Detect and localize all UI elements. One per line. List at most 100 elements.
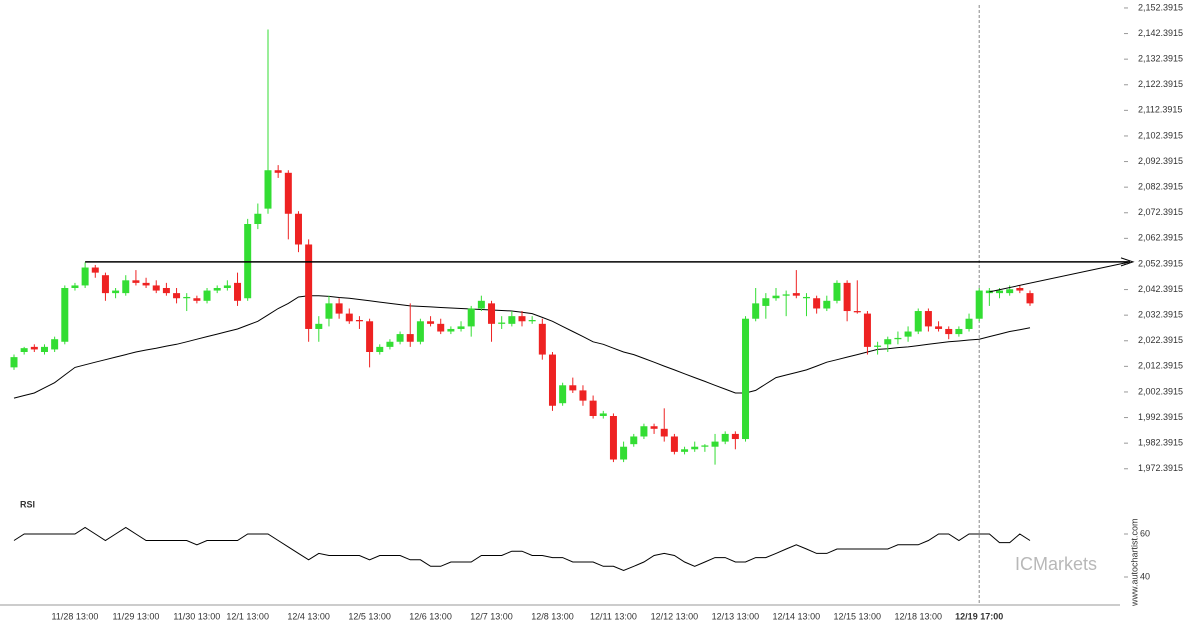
y-tick-label: 2,092.3915 [1138, 156, 1183, 166]
x-tick-label: 11/30 13:00 [173, 611, 220, 621]
candle-body [599, 413, 607, 416]
candle-body [81, 267, 89, 286]
y-tick-label: 1,982.3915 [1138, 438, 1183, 448]
candle-body [152, 285, 160, 291]
candle-body [223, 285, 231, 288]
candle-body [924, 311, 932, 327]
candle-body [681, 449, 689, 452]
y-tick-label: 2,042.3915 [1138, 284, 1183, 294]
y-tick-label: 2,022.3915 [1138, 335, 1183, 345]
candle-body [366, 321, 374, 352]
candle-body [640, 426, 648, 437]
x-tick-label: 12/7 13:00 [470, 611, 513, 621]
candle-body [1016, 288, 1024, 291]
candle-body [315, 323, 323, 329]
y-tick-label: 2,052.3915 [1138, 258, 1183, 268]
candle-body [376, 346, 384, 352]
candle-body [10, 357, 18, 368]
candle-body [914, 311, 922, 332]
y-tick-label: 2,132.3915 [1138, 54, 1183, 64]
candle-body [447, 328, 455, 332]
candle-body [579, 390, 587, 401]
candle-body [203, 290, 211, 301]
candle-body [975, 290, 983, 319]
candle-body [254, 213, 262, 224]
candle-body [30, 346, 38, 350]
candle-body [843, 282, 851, 312]
y-tick-label: 2,032.3915 [1138, 310, 1183, 320]
candle-body [355, 320, 363, 322]
candle-body [762, 298, 770, 306]
candle-body [752, 303, 760, 319]
x-tick-label: 12/5 13:00 [348, 611, 391, 621]
candle-body [833, 282, 841, 301]
candle-body [234, 282, 242, 301]
candle-body [538, 323, 546, 355]
candle-body [813, 298, 821, 309]
brand-watermark: ICMarkets [1015, 554, 1097, 574]
candle-body [742, 318, 750, 440]
candle-body [386, 341, 394, 347]
candle-body [518, 316, 526, 322]
candle-body [396, 334, 404, 342]
candle-body [904, 331, 912, 337]
candle-body [620, 446, 628, 460]
candle-body [508, 316, 516, 324]
x-tick-label: 12/13 13:00 [712, 611, 760, 621]
candle-body [457, 326, 465, 329]
candle-body [101, 275, 109, 294]
candle-body [284, 172, 292, 214]
x-tick-label: 12/1 13:00 [226, 611, 269, 621]
candle-body [701, 445, 709, 447]
source-label: www.autochartist.com [1129, 518, 1139, 607]
y-tick-label: 2,082.3915 [1138, 182, 1183, 192]
candle-body [467, 308, 475, 327]
candle-body [437, 323, 445, 332]
candle-body [853, 311, 861, 313]
candle-body [691, 446, 699, 450]
candle-body [274, 170, 282, 173]
x-tick-label: 12/8 13:00 [531, 611, 574, 621]
y-tick-label: 1,972.3915 [1138, 463, 1183, 473]
candle-body [142, 282, 150, 286]
x-tick-label: 11/29 13:00 [112, 611, 159, 621]
rsi-label: RSI [20, 499, 35, 509]
candle-body [630, 436, 638, 445]
rsi-tick-label: 40 [1140, 571, 1150, 581]
candle-body [40, 346, 48, 352]
x-tick-label: 12/15 13:00 [834, 611, 882, 621]
candle-body [823, 300, 831, 309]
candle-body [427, 321, 435, 324]
candle-body [548, 354, 556, 406]
candle-body [488, 303, 496, 324]
y-tick-label: 2,012.3915 [1138, 361, 1183, 371]
candle-body [61, 288, 69, 342]
candle-body [711, 441, 719, 447]
candle-body [162, 288, 170, 294]
candle-body [894, 337, 902, 340]
y-tick-label: 2,072.3915 [1138, 207, 1183, 217]
candle-body [91, 267, 99, 273]
candle-body [996, 290, 1004, 294]
candle-body [863, 313, 871, 347]
candle-body [589, 400, 597, 416]
x-tick-label: 11/28 13:00 [52, 611, 99, 621]
x-tick-label: 12/19 17:00 [955, 611, 1003, 621]
candle-body [406, 334, 414, 342]
candle-body [173, 293, 181, 299]
x-tick-label: 12/6 13:00 [409, 611, 452, 621]
candle-body [772, 295, 780, 299]
y-tick-label: 2,062.3915 [1138, 233, 1183, 243]
candle-body [660, 428, 668, 437]
x-tick-label: 12/18 13:00 [894, 611, 942, 621]
candle-body [792, 293, 800, 296]
candle-body [51, 339, 59, 350]
y-tick-label: 2,142.3915 [1138, 28, 1183, 38]
trend-line [989, 261, 1131, 293]
candle-body [335, 303, 343, 314]
candle-body [213, 288, 221, 291]
candle-body [569, 385, 577, 391]
candle-body [955, 328, 963, 335]
